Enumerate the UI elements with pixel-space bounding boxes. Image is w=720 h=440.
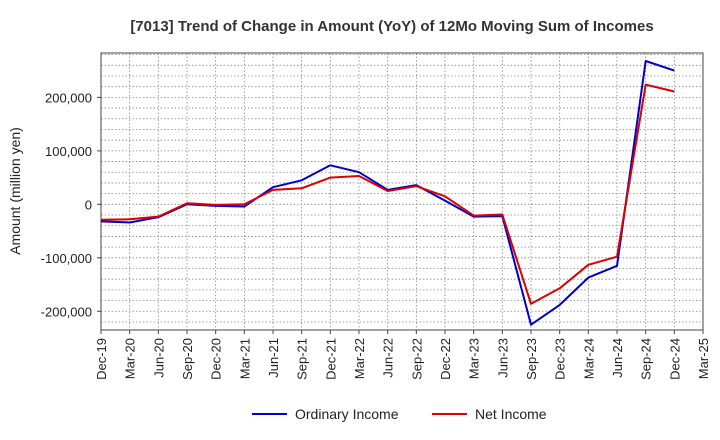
x-tick-label: Jun-23 bbox=[495, 338, 510, 378]
grid-lines bbox=[100, 53, 704, 330]
x-tick-label: Jun-24 bbox=[610, 338, 625, 378]
x-tick-label: Jun-20 bbox=[151, 338, 166, 378]
x-tick-label: Mar-23 bbox=[467, 338, 482, 379]
y-tick-label: -100,000 bbox=[41, 251, 92, 266]
x-tick-label: Mar-21 bbox=[237, 338, 252, 379]
y-tick-label: 200,000 bbox=[45, 90, 92, 105]
x-tick-label: Mar-24 bbox=[581, 338, 596, 379]
x-tick-label: Sep-20 bbox=[180, 338, 195, 380]
x-tick-label: Sep-22 bbox=[409, 338, 424, 380]
x-tick-label: Dec-20 bbox=[209, 338, 224, 380]
x-tick-label: Dec-23 bbox=[553, 338, 568, 380]
chart-title: [7013] Trend of Change in Amount (YoY) o… bbox=[130, 18, 653, 35]
x-tick-label: Mar-22 bbox=[352, 338, 367, 379]
series-line-net-income bbox=[100, 83, 675, 305]
x-tick-label: Sep-23 bbox=[524, 338, 539, 380]
x-tick-label: Mar-20 bbox=[123, 338, 138, 379]
y-axis-label: Amount (million yen) bbox=[7, 127, 23, 255]
y-tick-labels: -200,000 -100,000 0 100,000 200,000 bbox=[41, 90, 101, 319]
x-tick-labels: Dec-19 Mar-20 Jun-20 Sep-20 Dec-20 Mar-21 Jun-… bbox=[94, 330, 711, 380]
y-tick-label: 100,000 bbox=[45, 144, 92, 159]
y-tick-label: -200,000 bbox=[41, 304, 92, 319]
plot-frame bbox=[100, 52, 704, 331]
x-tick-label: Mar-25 bbox=[696, 338, 711, 379]
plot-border bbox=[100, 52, 704, 331]
x-tick-label: Dec-19 bbox=[94, 338, 109, 380]
x-tick-label: Dec-21 bbox=[323, 338, 338, 380]
x-tick-label: Dec-22 bbox=[438, 338, 453, 380]
x-tick-label: Dec-24 bbox=[667, 338, 682, 380]
series-lines bbox=[100, 60, 675, 326]
x-tick-label: Jun-22 bbox=[381, 338, 396, 378]
x-tick-label: Sep-24 bbox=[639, 338, 654, 380]
y-tick-label: 0 bbox=[85, 197, 92, 212]
legend-label-net-income: Net Income bbox=[475, 406, 547, 422]
x-tick-label: Sep-21 bbox=[295, 338, 310, 380]
legend-label-ordinary-income: Ordinary Income bbox=[295, 406, 399, 422]
legend: Ordinary Income Net Income bbox=[252, 406, 547, 422]
x-tick-label: Jun-21 bbox=[266, 338, 281, 378]
